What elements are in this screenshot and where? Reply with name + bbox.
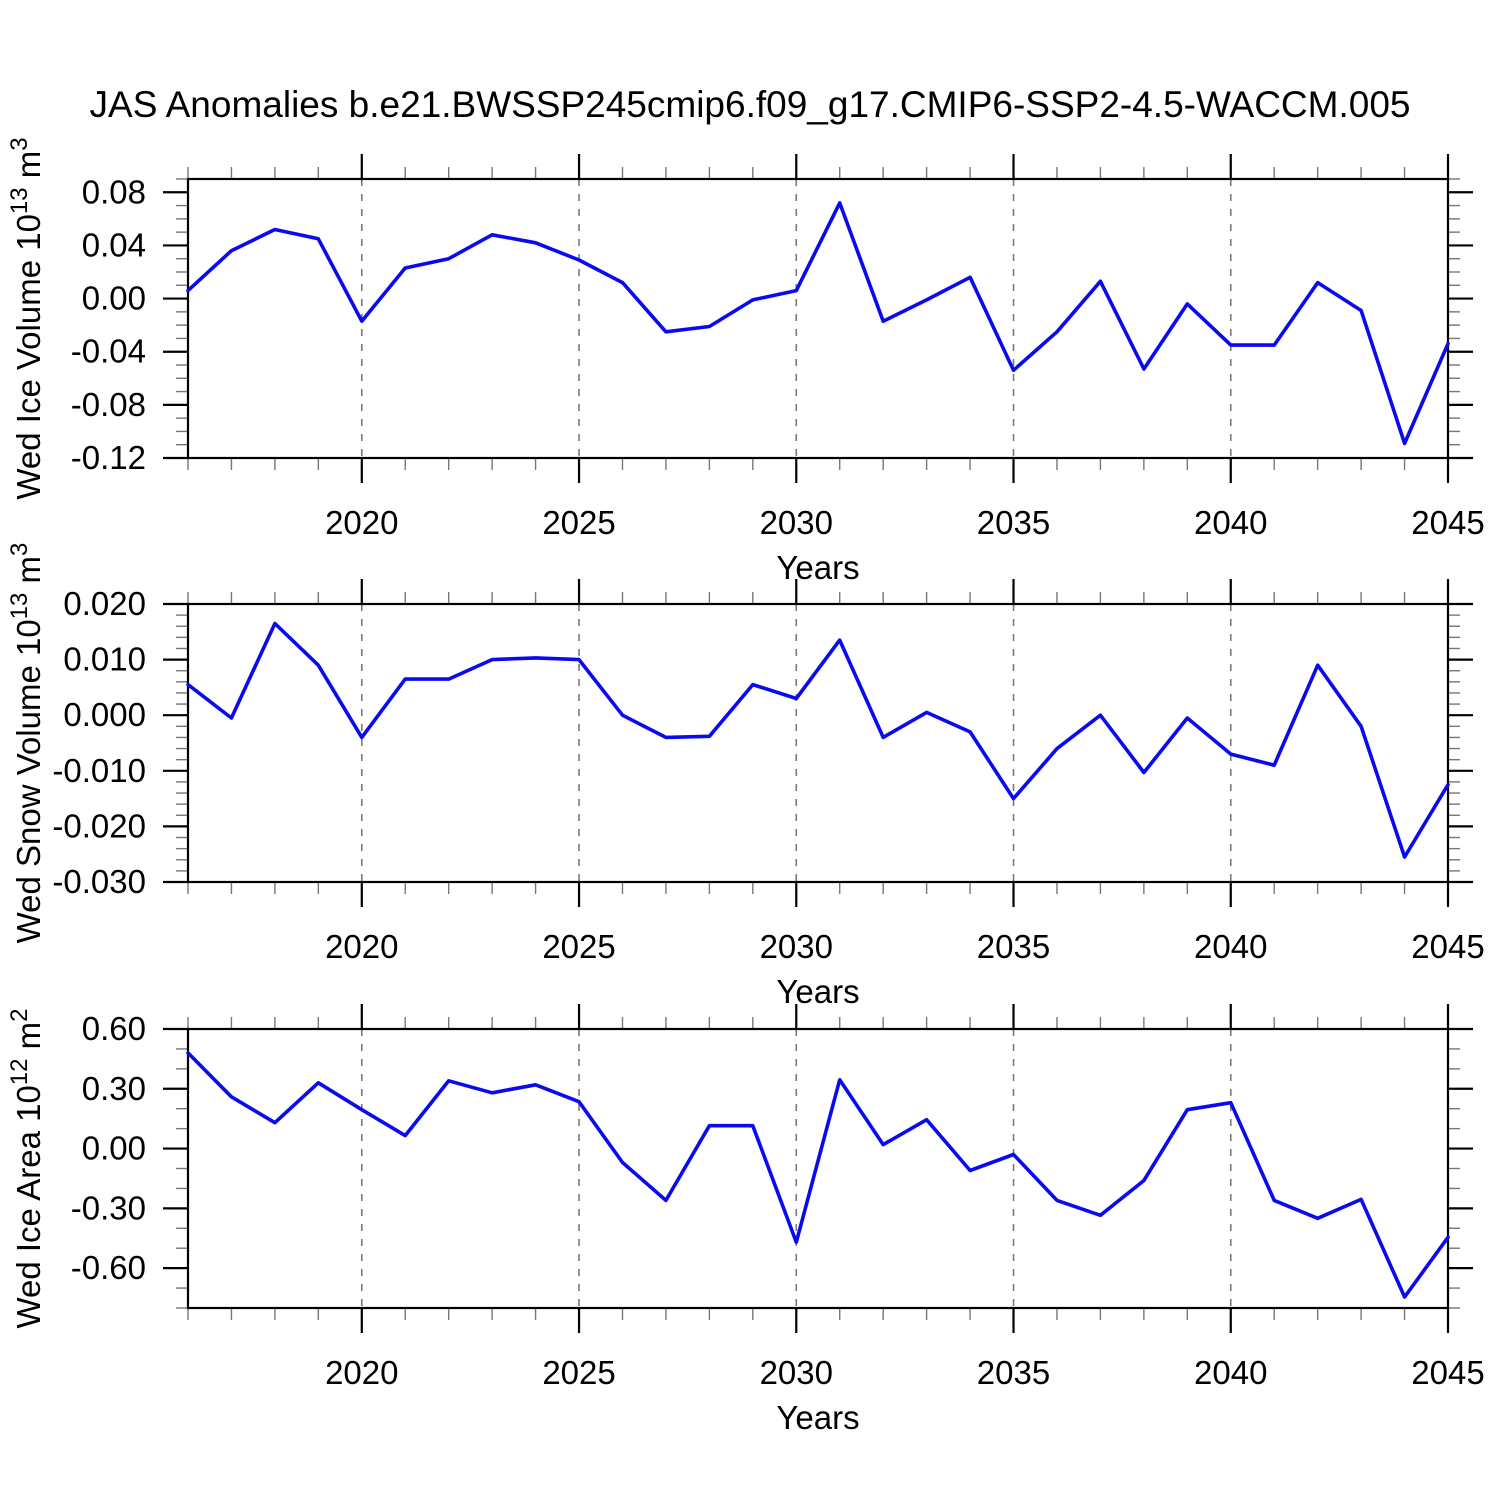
- panel-frame: [186, 602, 1450, 884]
- x-tick-label: 2030: [760, 1354, 833, 1391]
- data-line-wed-snow-volume: [186, 621, 1450, 859]
- x-tick-label: 2045: [1411, 928, 1484, 965]
- y-tick-label: 0.04: [82, 226, 146, 263]
- x-tick-label: 2045: [1411, 1354, 1484, 1391]
- y-tick-label: -0.08: [71, 386, 146, 423]
- y-tick-label: -0.04: [71, 333, 146, 370]
- y-axis-title: Wed Ice Volume 1013 m3: [6, 137, 47, 499]
- x-tick-label: 2025: [542, 1354, 615, 1391]
- x-tick-label: 2040: [1194, 1354, 1267, 1391]
- y-tick-label: -0.010: [52, 752, 146, 789]
- x-tick-label: 2035: [977, 928, 1050, 965]
- y-tick-label: 0.00: [82, 1130, 146, 1167]
- y-axis-title: Wed Snow Volume 1013 m3: [6, 543, 47, 944]
- panel-frame: [186, 177, 1450, 460]
- y-axis-title: Wed Ice Area 1012 m2: [6, 1008, 47, 1328]
- y-tick-label: 0.000: [63, 696, 146, 733]
- y-tick-label: 0.020: [63, 585, 146, 622]
- y-tick-label: -0.020: [52, 807, 146, 844]
- y-tick-label: 0.08: [82, 173, 146, 210]
- x-tick-label: 2020: [325, 928, 398, 965]
- panel-frame: [186, 1027, 1450, 1310]
- x-tick-label: 2040: [1194, 928, 1267, 965]
- panel-wed-snow-volume: 0.020 0.010 0.000 -0.010 -0.020 -0.030 2020 202…: [6, 543, 1485, 1010]
- x-tick-label: 2035: [977, 1354, 1050, 1391]
- x-tick-label: 2030: [760, 504, 833, 541]
- panel-wed-ice-volume: 0.08 0.04 0.00 -0.04 -0.08 -0.12 2020 2025 2030 2…: [6, 137, 1485, 586]
- x-tick-label: 2025: [542, 928, 615, 965]
- x-tick-label: 2020: [325, 1354, 398, 1391]
- x-tick-label: 2030: [760, 928, 833, 965]
- y-tick-label: 0.010: [63, 641, 146, 678]
- y-tick-label: -0.030: [52, 863, 146, 900]
- x-tick-label: 2020: [325, 504, 398, 541]
- y-tick-label: 0.60: [82, 1010, 146, 1047]
- x-axis-title: Years: [776, 1399, 859, 1436]
- y-tick-label: -0.60: [71, 1249, 146, 1286]
- x-tick-label: 2040: [1194, 504, 1267, 541]
- y-tick-label: 0.30: [82, 1070, 146, 1107]
- data-line-wed-ice-volume: [186, 201, 1450, 446]
- panel-wed-ice-area: 0.60 0.30 0.00 -0.30 -0.60 2020 2025 2030 2035 20…: [6, 1004, 1485, 1436]
- y-tick-label: -0.12: [71, 439, 146, 476]
- data-line-wed-ice-area: [186, 1051, 1450, 1299]
- x-tick-label: 2025: [542, 504, 615, 541]
- y-tick-label: 0.00: [82, 280, 146, 317]
- x-tick-label: 2035: [977, 504, 1050, 541]
- x-axis-title: Years: [776, 973, 859, 1010]
- x-axis-title: Years: [776, 549, 859, 586]
- y-tick-label: -0.30: [71, 1189, 146, 1226]
- plot-title: JAS Anomalies b.e21.BWSSP245cmip6.f09_g1…: [89, 84, 1411, 125]
- x-tick-label: 2045: [1411, 504, 1484, 541]
